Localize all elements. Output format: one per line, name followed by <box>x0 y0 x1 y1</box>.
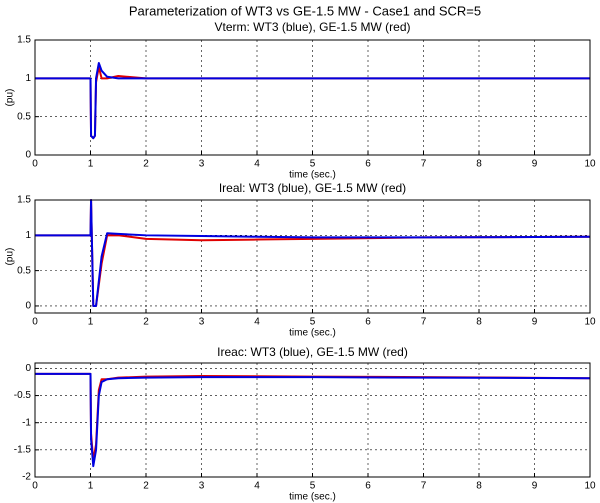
subplot-title: Vterm: WT3 (blue), GE-1.5 MW (red) <box>214 20 410 34</box>
plot-frame <box>34 39 591 156</box>
x-tick-label: 5 <box>310 159 316 170</box>
x-tick-label: 2 <box>143 159 149 170</box>
x-tick-label: 3 <box>199 317 205 328</box>
x-tick-label: 7 <box>421 317 427 328</box>
x-axis-label: time (sec.) <box>289 328 336 339</box>
x-tick-label: 1 <box>88 159 94 170</box>
figure-title: Parameterization of WT3 vs GE-1.5 MW - C… <box>129 3 481 18</box>
x-tick-label: 5 <box>310 317 316 328</box>
x-tick-label: 4 <box>254 481 260 492</box>
x-tick-label: 8 <box>476 159 482 170</box>
y-tick-label: 1 <box>25 73 31 84</box>
y-axis-label: (pu) <box>5 89 16 107</box>
y-tick-label: -1.5 <box>14 444 32 455</box>
x-tick-label: 0 <box>32 481 38 492</box>
x-tick-label: 9 <box>532 159 538 170</box>
x-tick-label: 6 <box>365 159 371 170</box>
x-tick-label: 1 <box>88 481 94 492</box>
y-tick-label: 0 <box>25 150 31 161</box>
y-tick-label: 1 <box>25 230 31 241</box>
x-tick-label: 0 <box>32 317 38 328</box>
subplot-title: Ireac: WT3 (blue), GE-1.5 MW (red) <box>217 345 408 359</box>
x-tick-label: 4 <box>254 317 260 328</box>
x-tick-label: 2 <box>143 481 149 492</box>
y-tick-label: 1.5 <box>17 195 31 206</box>
x-tick-label: 10 <box>584 481 596 492</box>
series-line <box>35 199 591 307</box>
x-tick-label: 6 <box>365 481 371 492</box>
x-tick-label: 2 <box>143 317 149 328</box>
x-tick-label: 8 <box>476 317 482 328</box>
x-tick-label: 9 <box>532 317 538 328</box>
y-tick-label: -1 <box>22 417 31 428</box>
x-tick-label: 9 <box>532 481 538 492</box>
plot-area <box>35 40 590 155</box>
x-tick-label: 10 <box>584 317 596 328</box>
x-tick-label: 3 <box>199 159 205 170</box>
y-tick-label: 0 <box>25 363 31 374</box>
x-tick-label: 10 <box>584 159 596 170</box>
y-tick-label: 1.5 <box>17 35 31 46</box>
series-line <box>35 62 590 140</box>
plot-frame <box>34 362 591 478</box>
x-tick-label: 8 <box>476 481 482 492</box>
subplot-title: Ireal: WT3 (blue), GE-1.5 MW (red) <box>219 181 406 195</box>
x-tick-label: 3 <box>199 481 205 492</box>
y-tick-label: -2 <box>22 472 31 483</box>
x-tick-label: 1 <box>88 317 94 328</box>
y-tick-label: 0 <box>25 301 31 312</box>
x-tick-label: 4 <box>254 159 260 170</box>
x-tick-label: 7 <box>421 159 427 170</box>
x-axis-label: time (sec.) <box>289 170 336 181</box>
y-tick-label: 0.5 <box>17 265 31 276</box>
x-axis-label: time (sec.) <box>289 492 336 503</box>
x-tick-label: 7 <box>421 481 427 492</box>
y-axis-label: (pu) <box>5 248 16 266</box>
plot-frame <box>34 199 591 314</box>
x-tick-label: 0 <box>32 159 38 170</box>
x-tick-label: 5 <box>310 481 316 492</box>
series-line <box>35 372 591 468</box>
y-tick-label: -0.5 <box>14 390 32 401</box>
y-tick-label: 0.5 <box>17 111 31 122</box>
x-tick-label: 6 <box>365 317 371 328</box>
